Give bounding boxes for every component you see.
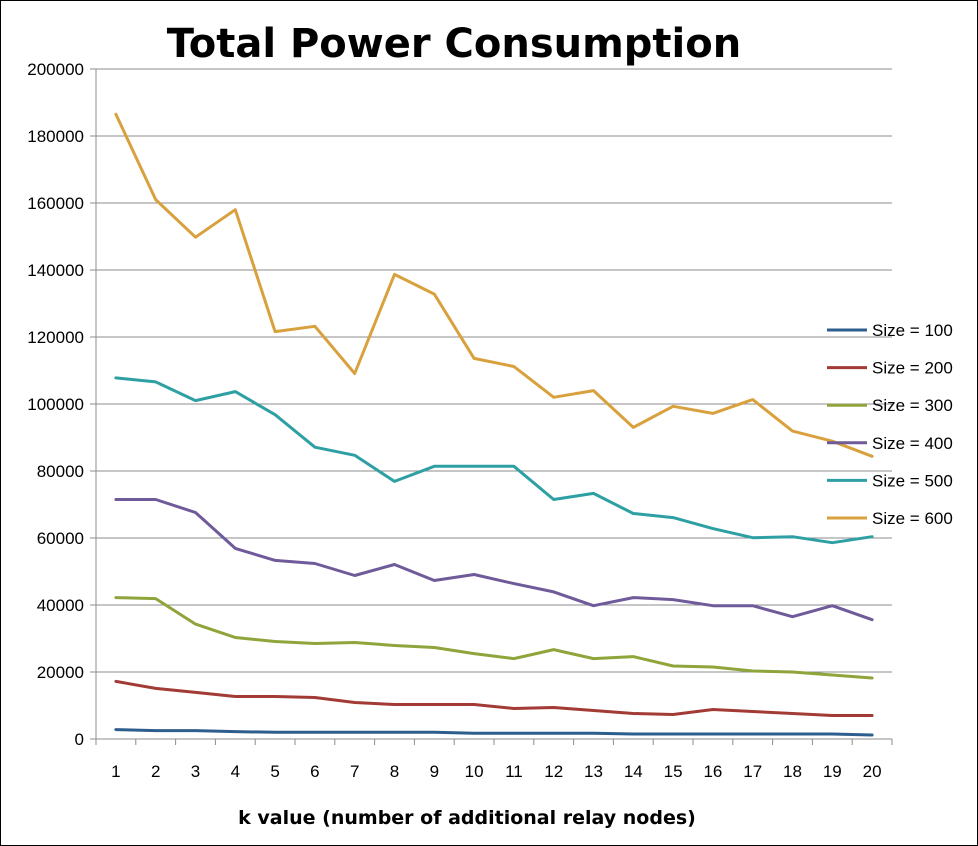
- series-line: [114, 679, 874, 717]
- x-tick-label: 17: [743, 762, 762, 781]
- x-tick-label: 18: [783, 762, 802, 781]
- x-tick-label: 4: [231, 762, 240, 781]
- legend-label: Size = 500: [872, 471, 953, 490]
- x-tick-label: 7: [350, 762, 359, 781]
- y-tick-label: 140000: [27, 261, 84, 280]
- series-line: [114, 728, 874, 737]
- series-line: [114, 498, 874, 622]
- y-tick-label: 20000: [37, 663, 84, 682]
- x-tick-label: 15: [664, 762, 683, 781]
- y-tick-label: 160000: [27, 194, 84, 213]
- legend: Size = 100 Size = 200 Size = 300 Size = 400…: [827, 321, 953, 528]
- x-axis-label: k value (number of additional relay node…: [238, 807, 696, 829]
- legend-label: Size = 200: [872, 359, 953, 378]
- x-tick-label: 20: [863, 762, 882, 781]
- chart-title: Total Power Consumption: [167, 21, 741, 67]
- y-tick-label: 0: [75, 730, 84, 749]
- x-tick-label: 2: [151, 762, 160, 781]
- x-tick-label: 10: [465, 762, 484, 781]
- gridlines: [96, 68, 892, 673]
- y-axis-ticks: 0 20000 40000 60000 80000 100000 120000 140000 1…: [27, 60, 96, 749]
- series-line: [114, 112, 874, 458]
- x-tick-label: 1: [111, 762, 120, 781]
- y-tick-label: 200000: [27, 60, 84, 79]
- x-tick-label: 5: [270, 762, 279, 781]
- y-tick-label: 80000: [37, 462, 84, 481]
- x-tick-label: 9: [430, 762, 439, 781]
- legend-label: Size = 400: [872, 434, 953, 453]
- x-tick-label: 8: [390, 762, 399, 781]
- legend-label: Size = 100: [872, 321, 953, 340]
- x-tick-label: 11: [505, 762, 523, 781]
- legend-label: Size = 300: [872, 396, 953, 415]
- y-tick-label: 120000: [27, 328, 84, 347]
- y-tick-label: 60000: [37, 529, 84, 548]
- y-tick-label: 40000: [37, 596, 84, 615]
- x-tick-label: 3: [191, 762, 200, 781]
- x-axis-ticks: 1 2 3 4 5 6 7 8 9 10 11 12 13 14 15 16 17 18 19 20: [95, 739, 893, 781]
- series-line: [114, 376, 874, 545]
- x-tick-label: 13: [584, 762, 603, 781]
- series-lines: [114, 112, 874, 737]
- legend-label: Size = 600: [872, 509, 953, 528]
- x-tick-label: 14: [624, 762, 643, 781]
- x-tick-label: 6: [310, 762, 319, 781]
- series-line: [114, 596, 874, 680]
- x-tick-label: 16: [703, 762, 722, 781]
- x-tick-label: 19: [823, 762, 842, 781]
- y-tick-label: 180000: [27, 127, 84, 146]
- y-tick-label: 100000: [27, 395, 84, 414]
- x-tick-label: 12: [544, 762, 563, 781]
